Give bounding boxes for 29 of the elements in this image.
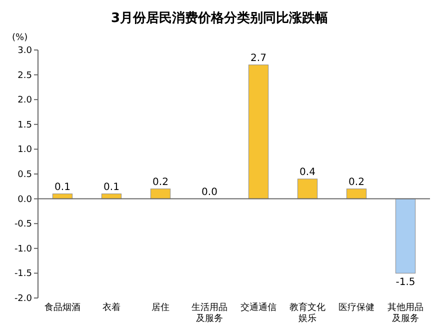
x-tick-label: 生活用品及服务 xyxy=(192,302,228,324)
y-tick-label: 1.5 xyxy=(18,120,32,130)
y-tick-label: 2.5 xyxy=(18,70,32,81)
y-tick-label: 3.0 xyxy=(18,46,32,56)
data-label: 0.2 xyxy=(348,176,364,188)
data-label: 0.1 xyxy=(104,182,120,193)
y-axis-title: (%) xyxy=(12,33,28,43)
data-label: 0.0 xyxy=(202,186,218,198)
data-label: -1.5 xyxy=(396,277,416,288)
y-tick-label: 0.0 xyxy=(18,194,32,205)
x-tick-label: 教育文化娱乐 xyxy=(290,302,326,324)
data-label: 0.1 xyxy=(54,182,70,193)
x-tick-label: 其他用品及服务 xyxy=(388,302,424,324)
x-tick-label: 居住 xyxy=(152,302,170,313)
chart-title: 3月份居民消费价格分类别同比涨跌幅 xyxy=(110,11,328,26)
y-tick-label: -0.5 xyxy=(14,220,32,230)
y-tick-label: -1.5 xyxy=(14,269,32,280)
x-tick-label: 食品烟酒 xyxy=(44,302,80,313)
data-label: 0.4 xyxy=(300,166,316,178)
y-tick-label: -1.0 xyxy=(14,244,32,254)
x-tick-label: 交通通信 xyxy=(240,302,276,313)
y-tick-label: -2.0 xyxy=(14,294,32,304)
x-tick-label: 衣着 xyxy=(102,302,120,313)
data-label: 0.2 xyxy=(152,176,168,188)
y-tick-label: 1.0 xyxy=(18,145,32,156)
x-tick-label: 医疗保健 xyxy=(338,302,374,313)
y-tick-label: 2.0 xyxy=(18,96,32,106)
y-tick-label: 0.5 xyxy=(18,170,32,180)
data-label: 2.7 xyxy=(250,52,266,64)
